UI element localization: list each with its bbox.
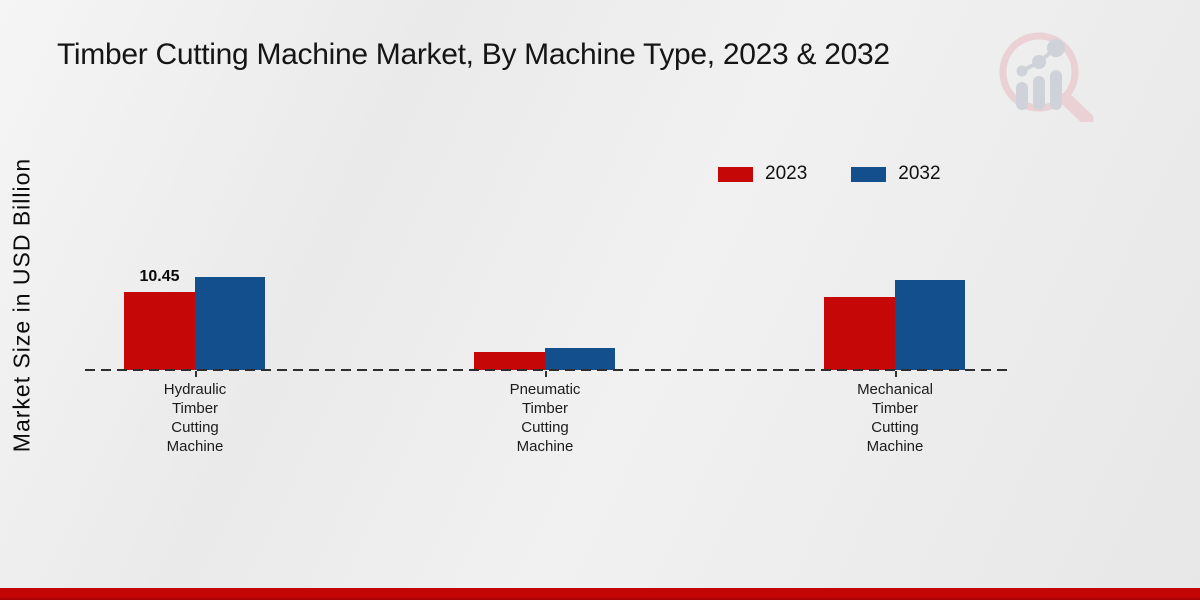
legend-item-2023: 2023 [718, 163, 807, 185]
legend-swatch-2032 [851, 166, 887, 182]
bar-2032-pneumatic [545, 348, 615, 370]
x-axis-tick-mechanical [895, 371, 897, 377]
legend: 2023 2032 [718, 163, 941, 185]
legend-swatch-2023 [718, 166, 753, 182]
bar-2032-hydraulic [195, 277, 265, 370]
bar-2023-mechanical [824, 297, 895, 370]
x-axis-tick-pneumatic [545, 371, 547, 377]
chart-title: Timber Cutting Machine Market, By Machin… [57, 38, 890, 71]
bar-2023-hydraulic [124, 292, 195, 370]
bar-value-label-2023-hydraulic: 10.45 [139, 268, 180, 285]
category-label-hydraulic: Hydraulic Timber Cutting Machine [163, 381, 227, 455]
legend-label-2023: 2023 [765, 163, 808, 184]
x-axis-dashed-baseline [85, 369, 1007, 371]
footer-accent-bar [0, 588, 1200, 600]
magnifier-handle-icon [1059, 92, 1094, 122]
legend-label-2032: 2032 [898, 163, 941, 184]
legend-item-2032: 2032 [851, 163, 941, 185]
bar-2032-mechanical [895, 280, 965, 370]
brand-watermark-logo [999, 32, 1094, 122]
category-label-pneumatic: Pneumatic Timber Cutting Machine [509, 381, 581, 455]
bar-2023-pneumatic [474, 352, 545, 370]
x-axis-tick-hydraulic [195, 371, 197, 377]
trend-line-icon [1021, 46, 1058, 73]
category-label-mechanical: Mechanical Timber Cutting Machine [857, 381, 933, 455]
